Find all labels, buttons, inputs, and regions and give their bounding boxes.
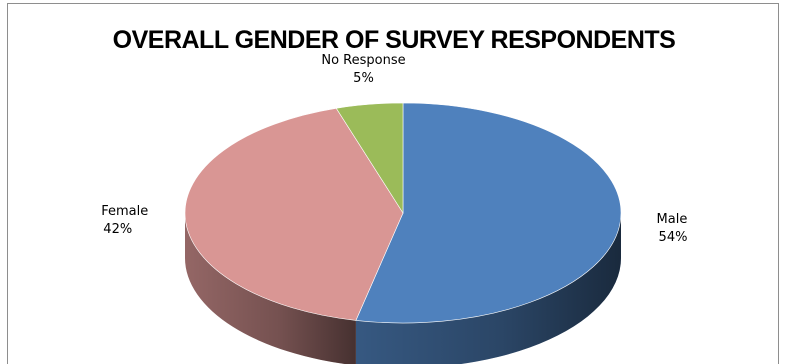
pie-slice-male (355, 102, 622, 324)
category-label: Male (657, 212, 688, 227)
pie-labels: Male 54% Female 42% No Response 5% (101, 53, 687, 245)
value-label: 54% (659, 230, 688, 245)
data-label-male: Male 54% (657, 212, 688, 245)
category-label: No Response (321, 53, 405, 68)
value-label: 5% (353, 71, 374, 86)
pie-side-shading-male (355, 213, 621, 364)
pie-slice-no-response (335, 102, 404, 215)
category-label: Female (101, 204, 148, 219)
pie-sides (185, 213, 621, 364)
data-label-no-response: No Response 5% (321, 53, 405, 86)
value-label: 42% (103, 222, 132, 237)
pie-slice-female (184, 107, 404, 321)
data-label-female: Female 42% (101, 204, 148, 237)
pie-side-shading-female (185, 213, 356, 364)
chart-title: OVERALL GENDER OF SURVEY RESPONDENTS (112, 26, 676, 54)
pie-tops (184, 102, 622, 324)
